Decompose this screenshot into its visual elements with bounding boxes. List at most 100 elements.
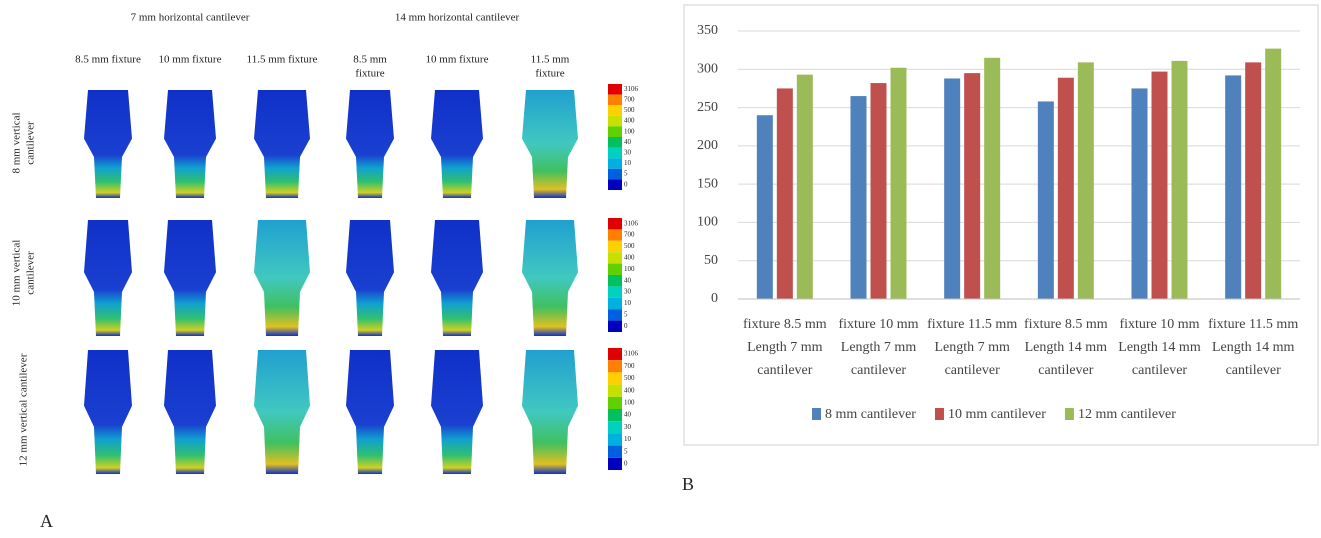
abutment-render: [84, 220, 132, 336]
x-tick-label: Length 7 mm: [841, 340, 917, 355]
column-group-header: 14 mm horizontal cantilever: [395, 12, 520, 24]
colorbar-segment: [608, 309, 622, 320]
colorbar-label: 700: [624, 231, 635, 239]
legend-swatch: [935, 408, 944, 420]
x-tick-label: fixture 10 mm: [838, 317, 918, 332]
x-tick-label: fixture 8.5 mm: [743, 317, 827, 332]
column-group-header: 7 mm horizontal cantilever: [131, 12, 250, 24]
x-tick-label: cantilever: [757, 363, 813, 378]
colorbar-label: 5: [624, 170, 628, 178]
colorbar-segment: [608, 286, 622, 297]
abutment-render: [254, 350, 310, 474]
abutment-render: [522, 220, 578, 336]
bar: [777, 88, 793, 299]
colorbar-label: 40: [624, 411, 632, 419]
bar: [851, 96, 867, 299]
bar: [984, 58, 1000, 299]
y-tick-label: 300: [697, 62, 718, 77]
y-tick-label: 200: [697, 138, 718, 153]
column-label: 8.5 mm: [353, 54, 387, 66]
abutment-render: [522, 90, 578, 198]
colorbar-segment: [608, 229, 622, 240]
abutment-render: [254, 90, 310, 198]
colorbar-segment: [608, 137, 622, 148]
column-label: 10 mm fixture: [159, 54, 222, 66]
x-tick-label: Length 7 mm: [747, 340, 823, 355]
bar: [944, 78, 960, 299]
x-tick-label: Length 14 mm: [1118, 340, 1201, 355]
bar: [871, 83, 887, 299]
x-tick-label: fixture 11.5 mm: [927, 317, 1017, 332]
bar: [1265, 49, 1281, 299]
x-tick-label: cantilever: [1038, 363, 1094, 378]
colorbar-label: 5: [624, 447, 628, 455]
colorbar-label: 3106: [624, 350, 639, 358]
y-tick-label: 250: [697, 100, 718, 115]
x-tick-label: fixture 11.5 mm: [1208, 317, 1298, 332]
x-tick-label: cantilever: [945, 363, 1001, 378]
colorbar-segment: [608, 264, 622, 275]
abutment-render: [431, 350, 483, 474]
abutment-render: [346, 350, 394, 474]
colorbar-label: 400: [624, 254, 635, 262]
page: A B 7 mm horizontal cantilever14 mm hori…: [0, 0, 1321, 538]
abutment-render: [164, 220, 216, 336]
colorbar-segment: [608, 433, 622, 445]
colorbar-label: 0: [624, 460, 628, 468]
y-tick-label: 0: [711, 291, 718, 306]
panel-label: B: [682, 474, 694, 494]
colorbar-label: 400: [624, 386, 635, 394]
colorbar-segment: [608, 148, 622, 159]
colorbar-segment: [608, 275, 622, 286]
colorbar-label: 0: [624, 180, 628, 188]
y-tick-label: 100: [697, 215, 718, 230]
abutment-render: [346, 220, 394, 336]
abutment-render: [84, 90, 132, 198]
colorbar-label: 10: [624, 299, 632, 307]
colorbar-segment: [608, 218, 622, 229]
colorbar-segment: [608, 421, 622, 433]
bar: [1172, 61, 1188, 299]
y-tick-label: 150: [697, 176, 718, 191]
colorbar-label: 100: [624, 399, 635, 407]
colorbar-segment: [608, 179, 622, 190]
colorbar-label: 30: [624, 423, 632, 431]
bar: [1225, 75, 1241, 299]
abutment-render: [431, 90, 483, 198]
colorbar-segment: [608, 360, 622, 372]
abutment-render: [522, 350, 578, 474]
abutment-render: [84, 350, 132, 474]
legend-swatch: [1065, 408, 1074, 420]
colorbar-label: 10: [624, 159, 632, 167]
bar: [757, 115, 773, 299]
colorbar-segment: [608, 84, 622, 95]
legend-label: 8 mm cantilever: [825, 407, 916, 422]
column-label: fixture: [355, 68, 384, 80]
colorbar-segment: [608, 169, 622, 180]
colorbar-label: 100: [624, 127, 635, 135]
x-tick-label: Length 14 mm: [1212, 340, 1295, 355]
abutment-render: [254, 220, 310, 336]
colorbar-segment: [608, 105, 622, 116]
colorbar-label: 30: [624, 288, 632, 296]
colorbar-label: 3106: [624, 85, 639, 93]
colorbar-segment: [608, 446, 622, 458]
colorbar-segment: [608, 298, 622, 309]
bar: [1132, 88, 1148, 299]
x-tick-label: Length 7 mm: [934, 340, 1010, 355]
abutment-render: [164, 350, 216, 474]
bar: [1078, 62, 1094, 299]
colorbar-label: 3106: [624, 219, 639, 227]
bar: [1038, 101, 1054, 299]
row-label: cantilever: [25, 251, 37, 295]
x-tick-label: cantilever: [1132, 363, 1188, 378]
x-tick-label: fixture 8.5 mm: [1024, 317, 1108, 332]
column-label: 11.5 mm fixture: [247, 54, 318, 66]
colorbar-label: 500: [624, 106, 635, 114]
bar: [1152, 72, 1168, 299]
legend-label: 10 mm cantilever: [948, 407, 1046, 422]
bar: [964, 73, 980, 299]
colorbar-label: 5: [624, 311, 628, 319]
colorbar-segment: [608, 126, 622, 137]
figure: A B 7 mm horizontal cantilever14 mm hori…: [0, 0, 1321, 538]
